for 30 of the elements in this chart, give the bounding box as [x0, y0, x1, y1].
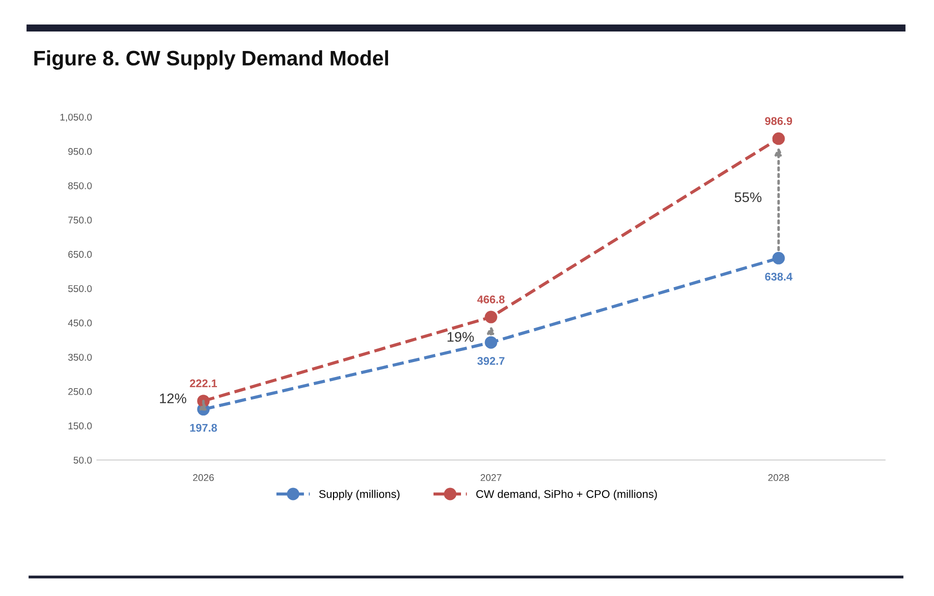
y-tick-label: 250.0 [68, 388, 92, 396]
point [772, 132, 785, 145]
point [484, 310, 498, 324]
legend-label: Supply (millions) [319, 490, 400, 500]
data-label: 222.1 [190, 379, 218, 388]
point [772, 252, 785, 264]
y-tick-label: 850.0 [68, 182, 92, 190]
data-label: 466.8 [477, 295, 505, 304]
annotation: 12% [160, 393, 186, 404]
legend-label: CW demand, SiPho + CPO (millions) [476, 490, 657, 500]
data-label: 392.7 [477, 357, 504, 365]
y-tick-label: 450.0 [68, 320, 92, 326]
data-label: 197.8 [190, 424, 217, 432]
point [484, 336, 498, 349]
x-tick-label: 2028 [768, 474, 789, 482]
y-tick-label: 550.0 [68, 285, 92, 292]
y-tick-label: 650.0 [68, 250, 92, 258]
y-tick-label: 50.0 [74, 456, 92, 464]
annotation: 19% [448, 332, 474, 342]
x-tick-label: 2026 [193, 474, 214, 482]
y-tick-label: 950.0 [68, 148, 92, 155]
y-tick-label: 750.0 [68, 216, 92, 224]
y-tick-label: 350.0 [68, 354, 92, 361]
y-tick-label: 1,050.0 [60, 114, 92, 122]
annotation: 55% [734, 192, 762, 202]
data-label: 986.9 [765, 117, 792, 125]
data-label: 638.4 [765, 272, 792, 281]
y-tick-label: 150.0 [68, 422, 92, 430]
x-tick-label: 2027 [480, 474, 502, 482]
chart-title: Figure 8. CW Supply Demand Model [34, 50, 388, 70]
